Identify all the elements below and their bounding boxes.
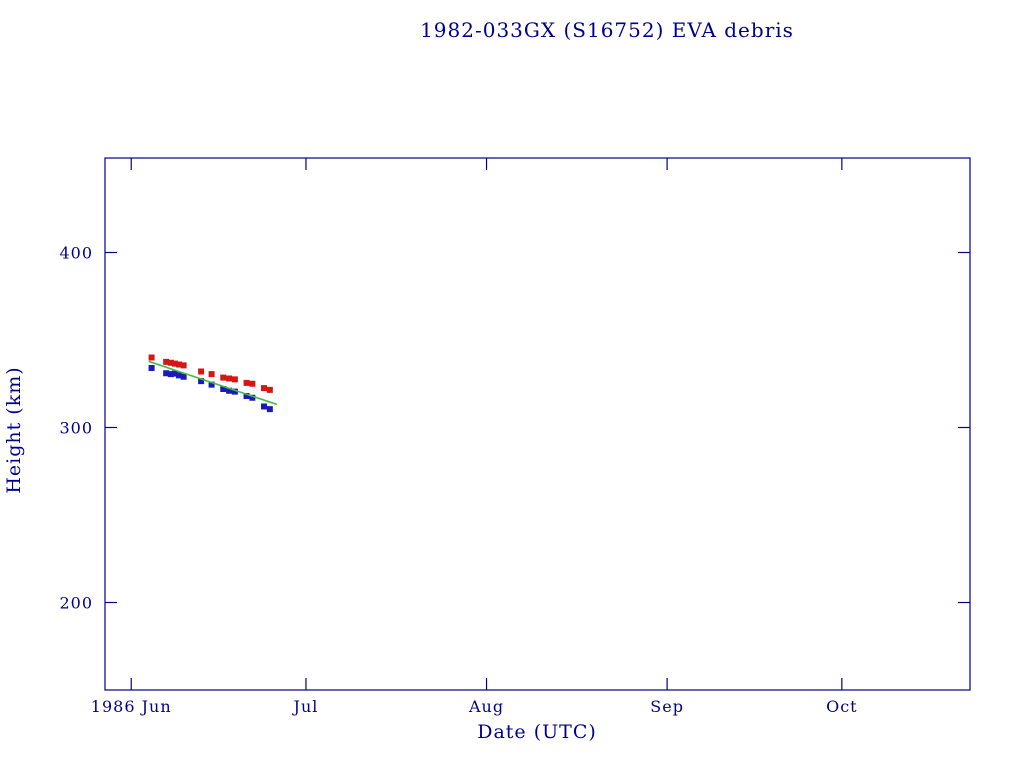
trend-line: [148, 360, 278, 406]
plot-border: [104, 157, 971, 691]
data-point-lower-height-points: [148, 365, 155, 371]
data-point-upper-height-points: [198, 368, 205, 375]
y-tick-label: 400: [59, 244, 93, 263]
chart-title: 1982-033GX (S16752) EVA debris: [420, 18, 794, 42]
x-tick-label: 1986 Jun: [91, 697, 172, 716]
data-point-lower-height-points: [180, 373, 187, 380]
data-point-upper-height-points: [226, 375, 233, 382]
y-axis-label: Height (km): [3, 366, 25, 493]
data-series: [148, 354, 278, 413]
x-tick-label: Jul: [292, 697, 319, 716]
y-tick-label: 300: [59, 419, 93, 438]
x-tick-label: Oct: [826, 697, 858, 716]
data-point-upper-height-points: [148, 354, 155, 361]
data-point-lower-height-points: [266, 406, 273, 413]
x-tick-label: Aug: [468, 697, 504, 716]
data-point-upper-height-points: [243, 379, 250, 386]
plot-frame: [104, 157, 971, 691]
data-point-upper-height-points: [180, 362, 187, 369]
data-point-upper-height-points: [249, 380, 256, 387]
data-point-upper-height-points: [261, 385, 268, 392]
x-tick-label: Sep: [650, 697, 684, 716]
data-point-upper-height-points: [220, 374, 227, 381]
data-point-upper-height-points: [231, 376, 238, 383]
data-point-upper-height-points: [266, 386, 273, 393]
axis-ticks: [105, 158, 970, 690]
axis-tick-labels: 200 300 400 1986 Jun Jul Aug Sep Oct: [59, 244, 858, 717]
data-point-lower-height-points: [261, 403, 268, 410]
y-tick-label: 200: [59, 594, 93, 613]
x-axis-label: Date (UTC): [477, 721, 597, 743]
data-point-upper-height-points: [208, 371, 215, 378]
